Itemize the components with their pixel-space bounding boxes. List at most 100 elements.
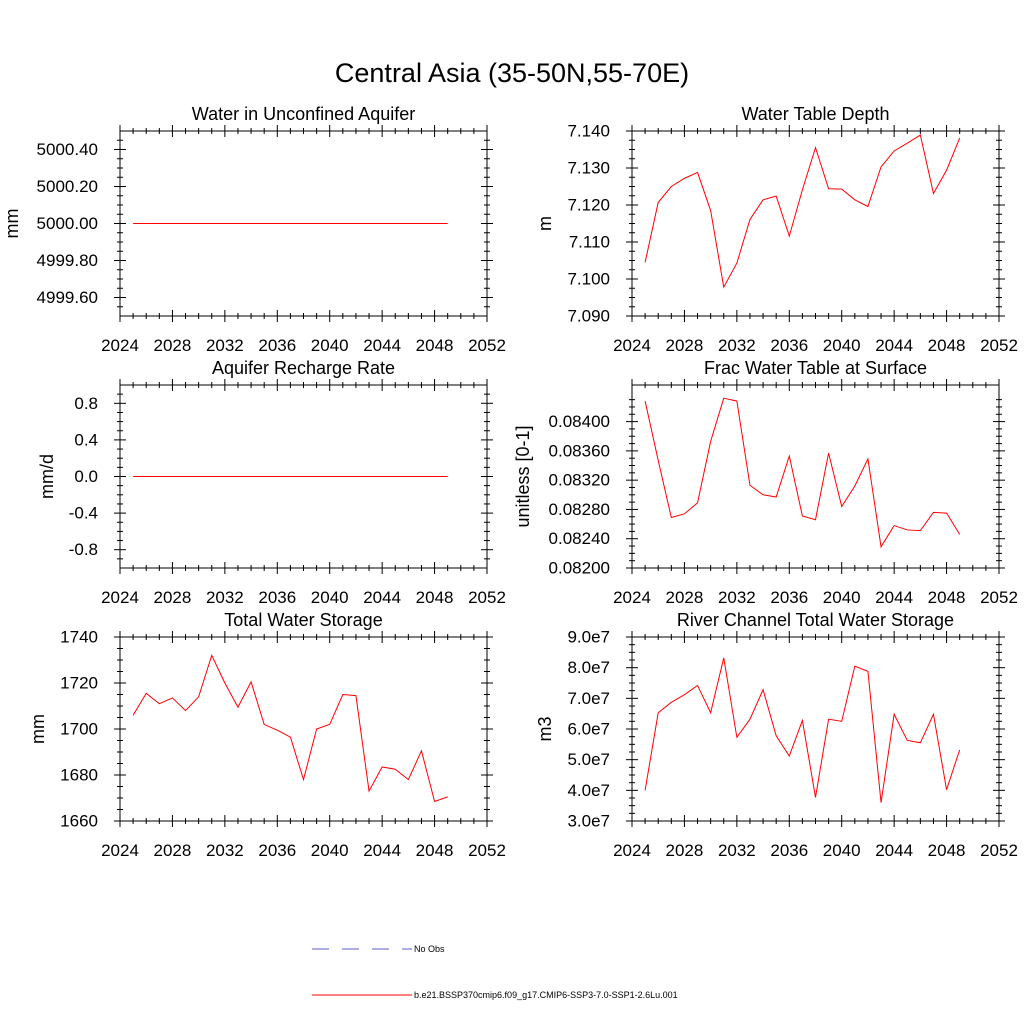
plot-frame (631, 636, 1000, 822)
y-tick-label: 8.0e7 (567, 658, 610, 677)
chart-title: Frac Water Table at Surface (704, 358, 927, 378)
x-tick-label: 2044 (875, 841, 913, 860)
x-tick-label: 2032 (206, 588, 244, 607)
y-axis-label: mm (2, 209, 22, 239)
x-tick-label: 2040 (311, 841, 349, 860)
chart-panel-aquifer-water: Water in Unconfined Aquifer mm 2024 2028 203… (2, 104, 506, 355)
x-tick-label: 2032 (718, 588, 756, 607)
y-tick-label: 1680 (60, 766, 98, 785)
x-tick-label: 2024 (613, 588, 651, 607)
legend: No Obs b.e21.BSSP370cmip6.f09_g17.CMIP6-… (312, 944, 678, 1000)
y-tick-label: 5.0e7 (567, 750, 610, 769)
y-tick-label: 7.090 (567, 307, 610, 326)
y-tick-label: 7.130 (567, 159, 610, 178)
y-tick-label: 0.4 (74, 430, 98, 449)
x-tick-label: 2024 (101, 336, 139, 355)
y-tick-label: 0.08320 (549, 471, 610, 490)
y-tick-label: 0.08280 (549, 500, 610, 519)
y-axis-label: unitless [0-1] (513, 425, 533, 527)
x-tick-label: 2028 (154, 841, 192, 860)
plot-frame (631, 130, 1000, 317)
x-tick-label: 2028 (666, 841, 704, 860)
chart-panel-frac-water-table: Frac Water Table at Surface unitless [0-1… (513, 358, 1018, 607)
y-tick-label: -0.8 (69, 540, 98, 559)
series-line-water-table-depth (644, 134, 961, 289)
y-tick-label: 4999.60 (37, 288, 98, 307)
y-tick-label: 1700 (60, 720, 98, 739)
y-tick-label: 3.0e7 (567, 812, 610, 831)
chart-title: River Channel Total Water Storage (677, 610, 954, 630)
x-tick-label: 2048 (416, 588, 454, 607)
series-line-frac-water-table (644, 397, 961, 549)
y-tick-label: 9.0e7 (567, 628, 610, 647)
x-tick-label: 2028 (666, 336, 704, 355)
y-tick-label: 4999.80 (37, 251, 98, 270)
chart-panel-recharge-rate: Aquifer Recharge Rate mm/d 2024 2028 2032 203… (37, 358, 506, 607)
y-tick-label: 7.110 (569, 233, 610, 252)
x-tick-label: 2048 (928, 588, 966, 607)
x-tick-label: 2028 (154, 336, 192, 355)
y-tick-label: 6.0e7 (567, 720, 610, 739)
x-tick-label: 2036 (770, 588, 808, 607)
chart-panel-river-storage: River Channel Total Water Storage m3 2024 2… (535, 610, 1018, 860)
chart-title: Aquifer Recharge Rate (212, 358, 395, 378)
y-tick-label: 0.08360 (549, 441, 610, 460)
y-tick-label: 0.08400 (549, 412, 610, 431)
y-tick-label: 1740 (60, 628, 98, 647)
legend-label-no-obs: No Obs (414, 944, 445, 954)
y-tick-label: 7.100 (567, 270, 610, 289)
y-tick-label: 1720 (60, 674, 98, 693)
y-tick-label: 7.140 (567, 122, 610, 141)
x-tick-label: 2044 (363, 841, 401, 860)
y-tick-label: 5000.40 (37, 140, 98, 159)
x-tick-label: 2052 (980, 336, 1018, 355)
x-tick-label: 2032 (718, 841, 756, 860)
legend-label-model-run: b.e21.BSSP370cmip6.f09_g17.CMIP6-SSP3-7.… (414, 990, 678, 1000)
x-tick-label: 2036 (258, 841, 296, 860)
y-tick-label: 1660 (60, 812, 98, 831)
plot-frame (119, 636, 488, 822)
y-tick-label: 7.120 (567, 196, 610, 215)
chart-title: Water in Unconfined Aquifer (192, 104, 415, 124)
y-tick-label: 4.0e7 (567, 781, 610, 800)
series-line-total-water-storage (132, 654, 448, 803)
y-tick-label: 5000.00 (37, 214, 98, 233)
chart-panel-water-table-depth: Water Table Depth m 2024 2028 2032 2036 2040 20… (535, 104, 1018, 355)
chart-title: Water Table Depth (741, 104, 889, 124)
x-tick-label: 2024 (101, 841, 139, 860)
x-tick-label: 2040 (311, 588, 349, 607)
y-axis-label: mm (28, 714, 48, 744)
x-tick-label: 2044 (875, 336, 913, 355)
x-tick-label: 2052 (980, 588, 1018, 607)
x-tick-label: 2036 (258, 588, 296, 607)
x-tick-label: 2032 (206, 336, 244, 355)
x-tick-label: 2036 (770, 841, 808, 860)
x-tick-label: 2024 (101, 588, 139, 607)
x-tick-label: 2040 (311, 336, 349, 355)
x-tick-label: 2032 (718, 336, 756, 355)
x-tick-label: 2052 (468, 841, 506, 860)
x-tick-label: 2040 (823, 841, 861, 860)
panels: Water in Unconfined Aquifer mm 2024 2028 203… (2, 104, 1018, 860)
x-tick-label: 2024 (613, 841, 651, 860)
x-tick-label: 2048 (928, 841, 966, 860)
x-tick-label: 2044 (363, 336, 401, 355)
y-axis-label: mm/d (37, 454, 57, 499)
y-tick-label: 0.08200 (549, 559, 610, 578)
y-tick-label: 0.0 (74, 467, 98, 486)
page-title: Central Asia (35-50N,55-70E) (335, 58, 689, 88)
x-tick-label: 2048 (928, 336, 966, 355)
y-axis-label: m (535, 216, 555, 231)
x-tick-label: 2036 (770, 336, 808, 355)
x-tick-label: 2040 (823, 336, 861, 355)
x-tick-label: 2028 (154, 588, 192, 607)
x-tick-label: 2048 (416, 841, 454, 860)
x-tick-label: 2024 (613, 336, 651, 355)
x-tick-label: 2032 (206, 841, 244, 860)
y-tick-label: 5000.20 (37, 177, 98, 196)
x-tick-label: 2044 (875, 588, 913, 607)
y-axis-label: m3 (535, 716, 555, 741)
chart-panel-total-water-storage: Total Water Storage mm 2024 2028 2032 2036 204… (28, 610, 506, 860)
x-tick-label: 2048 (416, 336, 454, 355)
